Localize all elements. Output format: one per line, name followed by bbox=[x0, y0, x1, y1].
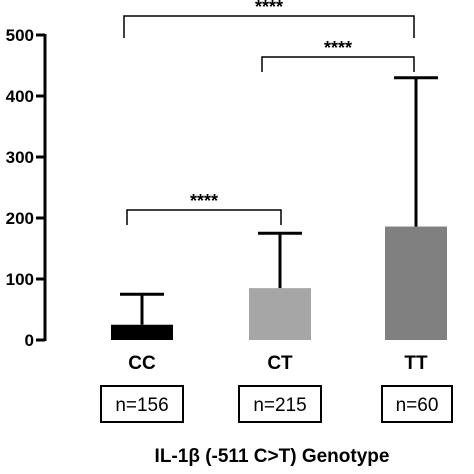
bar-tt bbox=[385, 226, 447, 340]
x-tick-label: CT bbox=[267, 353, 293, 374]
sample-size-box bbox=[381, 385, 453, 423]
significance-label: **** bbox=[190, 191, 218, 211]
sample-size-label: n=215 bbox=[253, 395, 306, 416]
bar-ct bbox=[249, 288, 311, 340]
bar-cc bbox=[111, 324, 173, 340]
y-tick-label: 400 bbox=[6, 87, 34, 106]
axes: 0 100 200 300 400 500 bbox=[6, 26, 47, 350]
y-tick-label: 200 bbox=[6, 209, 34, 228]
y-tick-label: 0 bbox=[25, 331, 34, 350]
x-axis-title: IL-1β (-511 C>T) Genotype bbox=[155, 446, 390, 467]
significance-label: **** bbox=[255, 0, 283, 17]
y-tick-label: 500 bbox=[6, 26, 34, 45]
bars bbox=[111, 76, 447, 340]
category-labels: CC CT TT bbox=[128, 353, 428, 374]
y-tick-label: 100 bbox=[6, 270, 34, 289]
significance-brackets: **** **** **** bbox=[123, 0, 415, 225]
sample-size-label: n=156 bbox=[115, 395, 168, 416]
sample-size-box bbox=[100, 385, 184, 423]
sample-size-boxes: n=156 n=215 n=60 bbox=[100, 385, 453, 423]
sample-size-label: n=60 bbox=[396, 395, 439, 416]
x-tick-label: TT bbox=[404, 353, 428, 374]
x-tick-label: CC bbox=[128, 353, 156, 374]
significance-bracket bbox=[123, 15, 415, 38]
sample-size-box bbox=[238, 385, 322, 423]
significance-bracket bbox=[126, 209, 282, 225]
significance-label: **** bbox=[324, 38, 352, 58]
significance-bracket bbox=[261, 56, 415, 72]
y-tick-label: 300 bbox=[6, 148, 34, 167]
